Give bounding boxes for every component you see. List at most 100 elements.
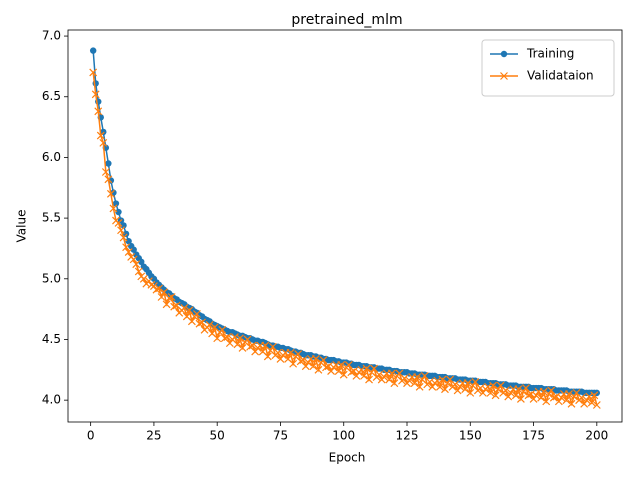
point-marker (547, 386, 556, 395)
point-marker (400, 374, 409, 383)
point-marker (213, 334, 222, 343)
point-marker (129, 255, 138, 264)
point-marker (441, 385, 449, 394)
point-marker (218, 325, 227, 334)
point-marker (314, 365, 323, 374)
y-tick-label: 7.0 (42, 29, 61, 43)
point-marker (139, 274, 148, 283)
point-marker (428, 382, 437, 391)
y-axis-label: Value (15, 210, 29, 243)
point-marker (544, 390, 553, 399)
y-tick-label: 6.0 (42, 150, 61, 164)
point-marker (104, 175, 113, 184)
point-marker (138, 258, 145, 266)
point-marker (471, 378, 480, 386)
point-marker (347, 368, 356, 377)
point-marker (185, 306, 194, 315)
point-marker (511, 391, 520, 400)
point-marker (155, 284, 163, 293)
point-marker (387, 369, 396, 378)
point-marker (334, 367, 343, 375)
point-marker (149, 282, 158, 290)
point-marker (94, 107, 103, 116)
point-marker (251, 347, 260, 356)
legend-marker (500, 72, 508, 80)
point-marker (132, 260, 141, 269)
point-marker (106, 189, 115, 198)
point-marker (101, 168, 110, 176)
x-tick-label: 150 (459, 429, 482, 443)
point-marker (187, 317, 196, 326)
point-marker (152, 285, 161, 294)
point-marker (309, 362, 318, 371)
point-marker (160, 288, 168, 297)
point-marker (304, 358, 313, 367)
point-marker (567, 399, 576, 408)
point-marker (537, 393, 546, 402)
point-marker (105, 160, 112, 167)
chart-title: pretrained_mlm (291, 12, 402, 28)
point-marker (479, 388, 487, 397)
point-marker (115, 208, 122, 216)
point-marker (311, 354, 320, 363)
point-marker (506, 388, 515, 397)
point-marker (370, 364, 379, 373)
point-marker (233, 340, 242, 349)
point-marker (562, 396, 571, 405)
point-marker (322, 363, 330, 372)
point-marker (294, 350, 303, 358)
x-tick-label: 125 (396, 429, 419, 443)
point-marker (225, 339, 234, 348)
point-marker (420, 371, 429, 380)
point-marker (238, 344, 247, 352)
point-marker (276, 354, 285, 363)
point-marker (466, 388, 475, 397)
y-tick-label: 6.5 (42, 89, 61, 103)
legend-label: Validataion (527, 69, 594, 83)
point-marker (337, 361, 346, 369)
point-marker (165, 294, 174, 303)
y-tick-label: 5.5 (42, 211, 61, 225)
x-tick-label: 100 (332, 429, 355, 443)
point-marker (301, 362, 310, 371)
point-marker (99, 138, 108, 147)
point-marker (453, 386, 462, 395)
point-marker (274, 348, 282, 357)
point-marker (122, 243, 131, 252)
point-marker (542, 397, 551, 406)
point-marker (339, 370, 348, 379)
point-marker (170, 302, 179, 311)
point-marker (494, 385, 503, 394)
point-marker (549, 393, 558, 402)
point-marker (463, 379, 472, 388)
point-marker (461, 385, 470, 394)
point-marker (587, 398, 596, 407)
point-marker (451, 380, 460, 389)
point-marker (415, 382, 424, 391)
point-marker (125, 237, 132, 245)
point-marker (205, 320, 214, 329)
point-marker (524, 391, 533, 400)
point-marker (380, 373, 389, 382)
point-marker (532, 391, 541, 400)
point-marker (243, 335, 252, 344)
x-tick-label: 175 (522, 429, 545, 443)
y-tick-label: 4.5 (42, 332, 61, 346)
point-marker (289, 359, 298, 368)
x-tick-label: 50 (210, 429, 225, 443)
point-marker (390, 379, 399, 388)
point-marker (223, 333, 232, 341)
point-marker (565, 390, 573, 399)
point-marker (486, 388, 495, 397)
point-marker (117, 226, 125, 235)
point-marker (365, 375, 373, 384)
point-marker (268, 342, 277, 351)
point-marker (570, 392, 578, 401)
point-marker (344, 361, 353, 369)
point-marker (248, 341, 257, 350)
point-marker (100, 128, 107, 136)
point-marker (443, 379, 452, 388)
point-marker (435, 382, 444, 391)
y-tick-label: 4.0 (42, 393, 61, 407)
